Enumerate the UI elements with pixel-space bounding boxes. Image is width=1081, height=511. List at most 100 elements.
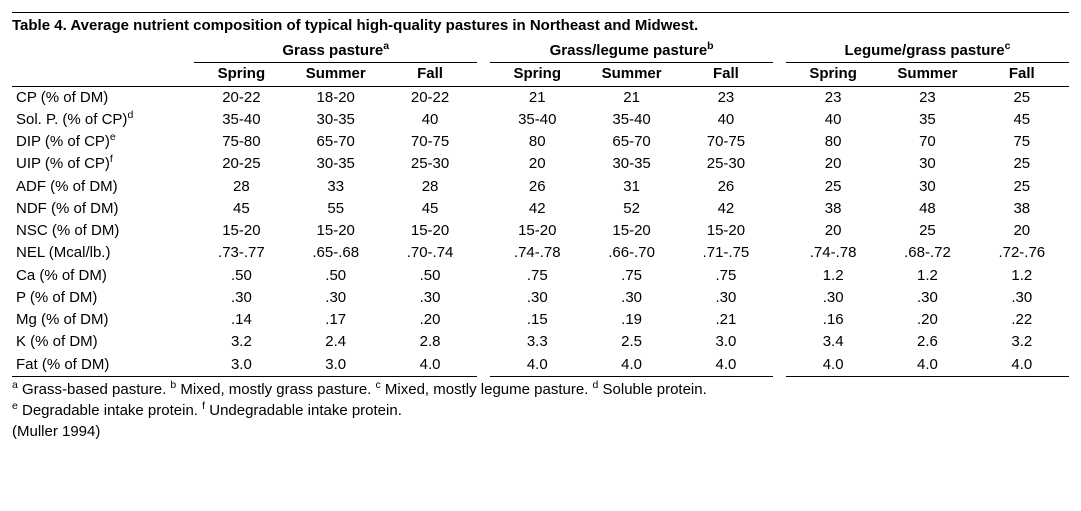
cell: .30 bbox=[679, 287, 773, 309]
cell: .30 bbox=[975, 287, 1069, 309]
cell: 40 bbox=[679, 109, 773, 131]
row-label: Ca (% of DM) bbox=[12, 265, 194, 287]
cell: .30 bbox=[490, 287, 584, 309]
cell: .30 bbox=[786, 287, 880, 309]
cell: 65-70 bbox=[289, 131, 383, 153]
cell: 42 bbox=[490, 198, 584, 220]
group-header: Grass/legume pastureb bbox=[490, 40, 773, 63]
cell: 3.2 bbox=[975, 331, 1069, 353]
cell: .66-.70 bbox=[584, 242, 678, 264]
cell: .21 bbox=[679, 309, 773, 331]
cell: 35-40 bbox=[584, 109, 678, 131]
season-header: Fall bbox=[679, 63, 773, 86]
spacer bbox=[477, 40, 490, 63]
blank-header bbox=[12, 63, 194, 86]
table-row: Fat (% of DM)3.03.04.04.04.04.04.04.04.0 bbox=[12, 354, 1069, 377]
table-container: Table 4. Average nutrient composition of… bbox=[12, 12, 1069, 442]
cell: 40 bbox=[786, 109, 880, 131]
cell: 28 bbox=[194, 176, 288, 198]
cell: 15-20 bbox=[383, 220, 477, 242]
footnotes: a Grass-based pasture. b Mixed, mostly g… bbox=[12, 377, 1069, 442]
spacer bbox=[773, 287, 786, 309]
cell: 4.0 bbox=[584, 354, 678, 377]
cell: 38 bbox=[975, 198, 1069, 220]
table-row: K (% of DM)3.22.42.83.32.53.03.42.63.2 bbox=[12, 331, 1069, 353]
season-header: Summer bbox=[289, 63, 383, 86]
cell: 80 bbox=[786, 131, 880, 153]
cell: 25-30 bbox=[679, 153, 773, 175]
season-header: Fall bbox=[975, 63, 1069, 86]
cell: 20 bbox=[786, 153, 880, 175]
cell: 4.0 bbox=[786, 354, 880, 377]
spacer bbox=[477, 265, 490, 287]
table-row: NEL (Mcal/lb.).73-.77.65-.68.70-.74.74-.… bbox=[12, 242, 1069, 264]
cell: 1.2 bbox=[975, 265, 1069, 287]
cell: 21 bbox=[490, 86, 584, 109]
blank-header bbox=[12, 40, 194, 63]
cell: 1.2 bbox=[786, 265, 880, 287]
cell: .17 bbox=[289, 309, 383, 331]
cell: 26 bbox=[679, 176, 773, 198]
row-label: P (% of DM) bbox=[12, 287, 194, 309]
cell: 25 bbox=[786, 176, 880, 198]
cell: 30-35 bbox=[289, 153, 383, 175]
row-label: Mg (% of DM) bbox=[12, 309, 194, 331]
cell: 1.2 bbox=[880, 265, 974, 287]
cell: 18-20 bbox=[289, 86, 383, 109]
cell: .15 bbox=[490, 309, 584, 331]
spacer bbox=[773, 354, 786, 377]
spacer bbox=[773, 109, 786, 131]
spacer bbox=[773, 265, 786, 287]
spacer bbox=[773, 40, 786, 63]
cell: 30 bbox=[880, 176, 974, 198]
cell: .30 bbox=[880, 287, 974, 309]
cell: .50 bbox=[289, 265, 383, 287]
season-header: Spring bbox=[194, 63, 288, 86]
table-row: ADF (% of DM)283328263126253025 bbox=[12, 176, 1069, 198]
cell: 25 bbox=[880, 220, 974, 242]
spacer bbox=[773, 242, 786, 264]
cell: 25 bbox=[975, 86, 1069, 109]
table-row: Sol. P. (% of CP)d35-4030-354035-4035-40… bbox=[12, 109, 1069, 131]
cell: .20 bbox=[383, 309, 477, 331]
cell: 3.0 bbox=[289, 354, 383, 377]
cell: 33 bbox=[289, 176, 383, 198]
cell: 30-35 bbox=[289, 109, 383, 131]
cell: .50 bbox=[383, 265, 477, 287]
table-row: Ca (% of DM).50.50.50.75.75.751.21.21.2 bbox=[12, 265, 1069, 287]
cell: 26 bbox=[490, 176, 584, 198]
table-title: Table 4. Average nutrient composition of… bbox=[12, 12, 1069, 40]
cell: 3.0 bbox=[194, 354, 288, 377]
table-row: CP (% of DM)20-2218-2020-22212123232325 bbox=[12, 86, 1069, 109]
cell: 55 bbox=[289, 198, 383, 220]
cell: .71-.75 bbox=[679, 242, 773, 264]
spacer bbox=[477, 331, 490, 353]
cell: .73-.77 bbox=[194, 242, 288, 264]
cell: 30 bbox=[880, 153, 974, 175]
season-header: Summer bbox=[584, 63, 678, 86]
cell: 31 bbox=[584, 176, 678, 198]
cell: .70-.74 bbox=[383, 242, 477, 264]
cell: 42 bbox=[679, 198, 773, 220]
spacer bbox=[773, 220, 786, 242]
cell: 21 bbox=[584, 86, 678, 109]
season-header-row: Spring Summer Fall Spring Summer Fall Sp… bbox=[12, 63, 1069, 86]
cell: 15-20 bbox=[679, 220, 773, 242]
cell: 4.0 bbox=[383, 354, 477, 377]
row-label: ADF (% of DM) bbox=[12, 176, 194, 198]
cell: 23 bbox=[786, 86, 880, 109]
spacer bbox=[773, 176, 786, 198]
spacer bbox=[773, 331, 786, 353]
cell: 38 bbox=[786, 198, 880, 220]
row-label: CP (% of DM) bbox=[12, 86, 194, 109]
cell: 48 bbox=[880, 198, 974, 220]
season-header: Fall bbox=[383, 63, 477, 86]
cell: 2.5 bbox=[584, 331, 678, 353]
spacer bbox=[773, 63, 786, 86]
cell: .20 bbox=[880, 309, 974, 331]
cell: 20 bbox=[786, 220, 880, 242]
spacer bbox=[477, 63, 490, 86]
cell: 20 bbox=[975, 220, 1069, 242]
cell: 2.6 bbox=[880, 331, 974, 353]
cell: 45 bbox=[383, 198, 477, 220]
